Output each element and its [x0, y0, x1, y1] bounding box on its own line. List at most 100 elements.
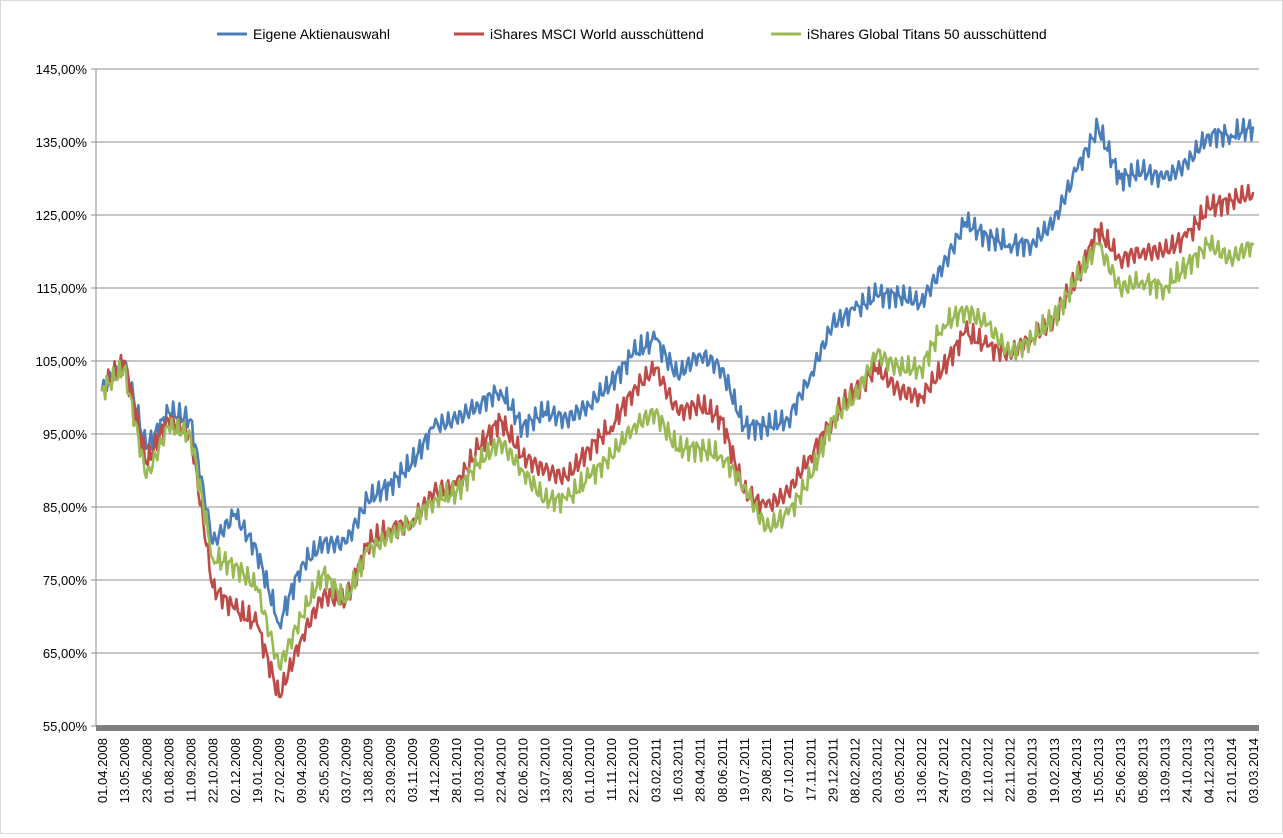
- data-point: [543, 469, 546, 472]
- data-point: [919, 367, 923, 370]
- data-point: [1141, 250, 1144, 253]
- x-tick-label: 04.12.2013: [1202, 738, 1217, 803]
- data-point: [1030, 243, 1033, 246]
- x-tick-label: 09.01.2013: [1025, 738, 1040, 803]
- data-point: [1008, 352, 1011, 355]
- data-point: [1251, 191, 1255, 195]
- data-point: [233, 608, 237, 611]
- data-point: [964, 308, 967, 312]
- data-point: [565, 418, 569, 421]
- x-tick-label: 29.12.2011: [825, 738, 840, 802]
- x-tick-label: 03.03.2014: [1246, 738, 1261, 803]
- data-point: [432, 425, 436, 428]
- data-point: [1074, 170, 1078, 173]
- data-point: [1229, 133, 1233, 136]
- x-tick-label: 22.12.2010: [626, 738, 641, 803]
- x-tick-label: 05.08.2013: [1135, 738, 1150, 803]
- data-point: [388, 535, 391, 538]
- data-point: [875, 367, 878, 370]
- data-point: [1052, 221, 1055, 224]
- data-point: [587, 447, 591, 450]
- data-point: [809, 454, 812, 458]
- x-tick-label: 21.01.2014: [1224, 738, 1239, 803]
- data-point: [255, 586, 259, 589]
- data-point: [432, 491, 436, 494]
- data-point: [1251, 243, 1255, 246]
- data-point: [676, 447, 679, 450]
- x-tick-label: 13.09.2013: [1158, 738, 1173, 803]
- data-point: [941, 264, 945, 268]
- y-tick-label: 55,00%: [43, 719, 88, 734]
- data-point: [189, 432, 192, 436]
- x-tick-label: 11.09.2008: [184, 738, 199, 802]
- data-point: [1207, 243, 1210, 246]
- data-point: [300, 564, 303, 567]
- grid-lines: [96, 68, 1259, 654]
- x-tick-label: 08.06.2011: [715, 738, 730, 802]
- data-point: [255, 622, 259, 625]
- data-point: [1163, 177, 1166, 180]
- legend-label: iShares MSCI World ausschüttend: [490, 26, 704, 42]
- data-point: [410, 462, 414, 465]
- x-tick-label: 01.04.2008: [95, 738, 110, 803]
- x-tick-label: 03.11.2009: [405, 738, 420, 802]
- data-point: [919, 396, 923, 399]
- x-tick-label: 19.07.2011: [737, 738, 752, 802]
- data-point: [145, 462, 148, 465]
- data-point: [322, 542, 325, 545]
- data-point: [1185, 235, 1188, 239]
- data-point: [366, 542, 369, 545]
- x-tick-label: 19.02.2013: [1047, 738, 1062, 803]
- x-tick-label: 07.10.2011: [781, 738, 796, 802]
- data-point: [897, 294, 901, 297]
- data-point: [322, 571, 325, 574]
- y-tick-label: 75,00%: [43, 573, 88, 588]
- x-tick-label: 01.08.2008: [161, 738, 176, 803]
- data-point: [565, 476, 569, 479]
- data-point: [300, 615, 303, 618]
- x-tick-label: 16.03.2011: [671, 738, 686, 802]
- data-point: [786, 513, 790, 516]
- y-tick-label: 95,00%: [43, 427, 88, 442]
- x-tick-label: 02.06.2010: [516, 738, 531, 803]
- data-point: [432, 498, 436, 501]
- x-tick-label: 13.07.2010: [538, 738, 553, 803]
- data-point: [1118, 177, 1122, 180]
- data-point: [720, 367, 723, 370]
- data-point: [786, 491, 790, 494]
- x-tick-label: 23.08.2010: [560, 738, 575, 803]
- data-point: [919, 301, 923, 304]
- data-point: [521, 425, 524, 428]
- data-point: [831, 418, 834, 421]
- data-point: [676, 374, 679, 377]
- series-line-0: [100, 117, 1255, 630]
- x-tick-label: 03.07.2009: [339, 738, 354, 803]
- data-point: [454, 483, 458, 487]
- x-tick-label: 11.11.2010: [604, 738, 619, 801]
- data-point: [742, 483, 746, 487]
- data-point: [609, 454, 613, 458]
- data-point: [1096, 243, 1100, 246]
- x-tick-label: 02.12.2008: [228, 738, 243, 803]
- series-line-1: [100, 183, 1255, 699]
- x-tick-label: 27.02.2009: [272, 738, 287, 803]
- x-tick-label: 24.07.2012: [936, 738, 951, 803]
- data-point: [100, 389, 104, 392]
- x-tick-label: 22.04.2010: [493, 738, 508, 803]
- data-point: [587, 476, 591, 479]
- x-tick-label: 15.05.2013: [1091, 738, 1106, 803]
- data-point: [1141, 170, 1144, 173]
- data-point: [366, 549, 369, 552]
- data-point: [1251, 126, 1255, 129]
- data-point: [1163, 286, 1166, 290]
- x-tick-label: 01.10.2010: [582, 738, 597, 803]
- data-point: [145, 447, 148, 450]
- data-point: [1207, 206, 1210, 209]
- data-point: [167, 425, 170, 428]
- x-tick-label: 20.03.2012: [870, 738, 885, 803]
- legend: Eigene Aktienauswahl iShares MSCI World a…: [217, 26, 1047, 42]
- x-tick-label: 03.09.2012: [958, 738, 973, 803]
- data-point: [809, 476, 812, 479]
- data-point: [587, 403, 591, 406]
